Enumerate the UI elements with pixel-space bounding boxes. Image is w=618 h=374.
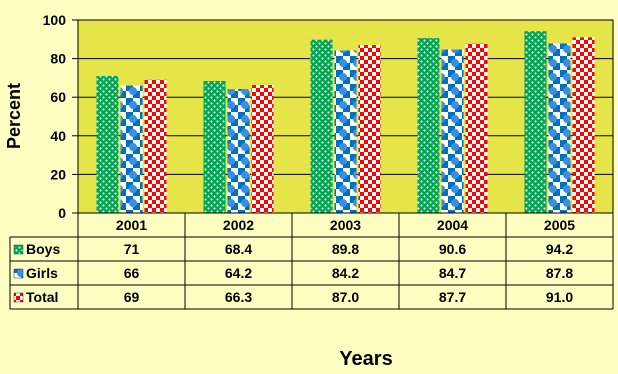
bar-boys-2003	[310, 39, 333, 213]
legend-swatch-girls	[13, 268, 24, 279]
data-label: 66.3	[225, 289, 252, 305]
y-tick-label: 60	[50, 89, 66, 105]
bar-girls-2002	[227, 89, 250, 213]
data-label: 69	[124, 289, 140, 305]
data-label: 91.0	[546, 289, 573, 305]
legend-swatch-boys	[13, 244, 24, 255]
y-axis-label: Percent	[4, 83, 24, 149]
y-tick-label: 20	[50, 166, 66, 182]
bar-total-2003	[358, 45, 381, 214]
y-tick-label: 80	[50, 51, 66, 67]
bar-boys-2004	[417, 38, 440, 213]
bar-girls-2003	[334, 50, 357, 213]
legend-label: Girls	[26, 265, 58, 281]
bar-boys-2001	[96, 75, 119, 213]
data-label: 87.7	[439, 289, 466, 305]
x-axis-label: Years	[339, 348, 392, 370]
data-label: 94.2	[546, 241, 573, 257]
data-label: 89.8	[332, 241, 359, 257]
y-tick-label: 40	[50, 128, 66, 144]
x-tick-label: 2001	[116, 217, 147, 233]
data-label: 87.8	[546, 265, 573, 281]
data-label: 68.4	[225, 241, 252, 257]
bar-total-2002	[251, 85, 274, 213]
y-tick-label: 0	[58, 205, 66, 221]
bar-girls-2005	[548, 43, 571, 213]
data-label: 71	[124, 241, 140, 257]
bar-total-2001	[144, 79, 167, 213]
bar-total-2005	[572, 37, 595, 214]
data-label: 84.7	[439, 265, 466, 281]
data-label: 87.0	[332, 289, 359, 305]
x-tick-label: 2003	[330, 217, 361, 233]
data-label: 84.2	[332, 265, 359, 281]
bar-total-2004	[465, 43, 488, 213]
legend-swatch-total	[13, 292, 24, 303]
data-label: 64.2	[225, 265, 252, 281]
bar-boys-2005	[524, 31, 547, 213]
x-tick-label: 2005	[544, 217, 575, 233]
y-tick-label: 100	[43, 12, 67, 28]
legend-label: Boys	[26, 241, 60, 257]
bar-girls-2004	[441, 49, 464, 214]
data-label: 66	[124, 265, 140, 281]
x-tick-label: 2004	[437, 217, 468, 233]
bar-boys-2002	[203, 80, 226, 213]
x-tick-label: 2002	[223, 217, 254, 233]
bar-girls-2001	[120, 85, 143, 213]
legend-label: Total	[26, 289, 58, 305]
data-label: 90.6	[439, 241, 466, 257]
